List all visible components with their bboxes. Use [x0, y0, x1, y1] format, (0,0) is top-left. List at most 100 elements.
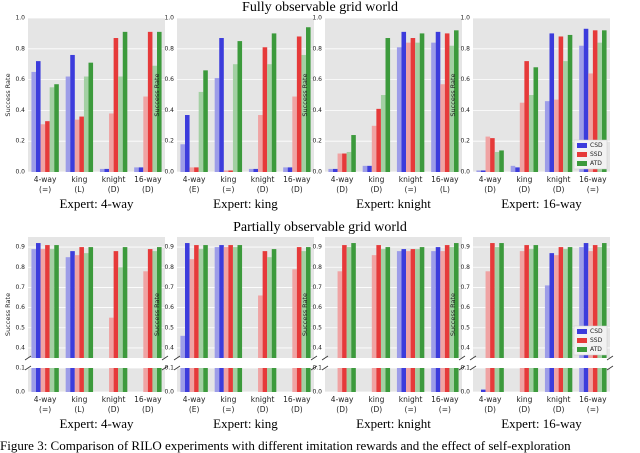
bar	[346, 247, 352, 358]
bar	[597, 42, 603, 172]
x-tick-label: king	[71, 395, 87, 404]
y-tick-label: 0.0	[460, 169, 470, 176]
y-tick-label: 0.6	[164, 76, 174, 83]
bar	[431, 251, 436, 358]
bar	[435, 368, 441, 392]
bar	[410, 368, 416, 392]
y-tick-label: 0.0	[312, 389, 322, 396]
bar	[602, 368, 607, 392]
bar	[449, 45, 455, 172]
bar	[258, 295, 263, 358]
bar	[88, 247, 94, 358]
bar	[567, 247, 573, 358]
legend-label: SSD	[590, 151, 603, 158]
bar	[602, 30, 607, 172]
x-tick-sublabel: (=)	[405, 405, 417, 414]
y-tick-label: 0.4	[164, 107, 174, 114]
bar	[99, 168, 105, 172]
bar	[296, 36, 302, 173]
axis-break	[24, 365, 32, 371]
y-tick-label: 0.4	[460, 344, 470, 351]
y-tick-label: 0.1	[460, 365, 470, 372]
bar	[440, 368, 445, 392]
bar	[198, 249, 204, 358]
bar	[83, 76, 89, 172]
x-tick-sublabel: (D)	[108, 185, 120, 194]
chart-title: Expert: knight	[356, 196, 431, 211]
x-tick-sublabel: (D)	[484, 185, 496, 194]
y-axis-label: Success Rate	[153, 293, 161, 336]
y-tick-label: 0.6	[164, 304, 174, 311]
caption: Figure 3: Comparison of RILO experiments…	[0, 438, 571, 453]
bar	[592, 368, 598, 392]
bar	[480, 389, 486, 392]
bar	[223, 247, 229, 358]
legend-swatch	[577, 152, 587, 157]
bar	[143, 271, 148, 358]
bar	[301, 368, 307, 392]
bar	[301, 54, 307, 172]
bar	[385, 38, 391, 172]
bar	[292, 96, 297, 172]
bar	[79, 247, 84, 358]
bar	[49, 368, 55, 392]
chart-title: Expert: 4-way	[59, 196, 134, 211]
bar	[219, 368, 224, 392]
bar	[296, 368, 302, 392]
bar	[79, 116, 84, 172]
bar	[232, 368, 238, 392]
bar	[367, 165, 372, 172]
y-tick-label: 0.8	[460, 45, 470, 52]
bar	[419, 247, 425, 358]
bar	[180, 335, 185, 358]
bar	[223, 170, 229, 172]
bar	[480, 170, 486, 172]
bar	[258, 115, 263, 172]
x-tick-sublabel: (D)	[291, 185, 303, 194]
x-tick-sublabel: (=)	[39, 185, 51, 194]
bar	[549, 253, 555, 358]
legend-label: ATD	[590, 346, 602, 353]
bar	[262, 251, 268, 358]
bar	[147, 249, 153, 358]
bar	[113, 251, 119, 358]
bar	[415, 368, 420, 392]
legend-swatch	[577, 143, 587, 148]
x-tick-label: king	[220, 395, 236, 404]
y-tick-label: 0.8	[312, 264, 322, 271]
y-tick-label: 0.4	[460, 107, 470, 114]
bar	[337, 153, 343, 172]
bar	[184, 243, 190, 358]
x-tick-sublabel: (=)	[587, 405, 599, 414]
bar	[499, 368, 504, 392]
bar	[476, 170, 481, 172]
chart-title: Expert: king	[213, 416, 278, 431]
x-tick-label: 4-way	[479, 175, 502, 184]
row-title: Fully observable grid world	[242, 0, 398, 15]
bar	[35, 368, 41, 392]
y-axis-label: Success Rate	[301, 293, 309, 336]
x-tick-sublabel: (D)	[257, 405, 269, 414]
bar	[134, 167, 139, 172]
y-tick-label: 0.6	[460, 76, 470, 83]
y-axis-label: Success Rate	[153, 73, 161, 116]
bar	[376, 245, 381, 358]
x-tick-label: king	[71, 175, 87, 184]
bar	[524, 368, 529, 392]
bar	[70, 54, 75, 172]
bar	[519, 102, 525, 172]
y-tick-label: 0.4	[312, 344, 322, 351]
bar	[194, 245, 199, 358]
y-tick-label: 0.5	[460, 324, 470, 331]
y-tick-label: 0.2	[460, 138, 470, 145]
bar	[113, 368, 119, 392]
bar	[579, 45, 584, 172]
x-tick-sublabel: (D)	[257, 185, 269, 194]
bar	[194, 368, 199, 392]
bar	[337, 271, 343, 358]
y-tick-label: 0.5	[15, 324, 25, 331]
x-tick-sublabel: (D)	[519, 185, 531, 194]
bar	[223, 368, 229, 392]
bar	[152, 368, 158, 392]
y-tick-label: 0.8	[164, 264, 174, 271]
